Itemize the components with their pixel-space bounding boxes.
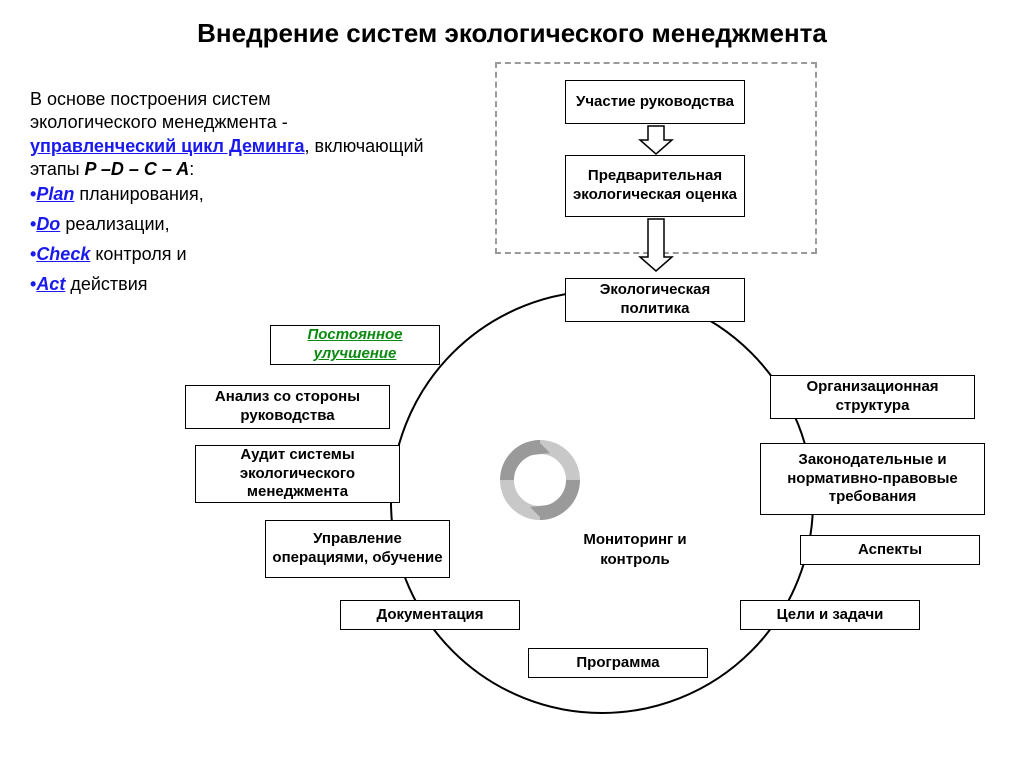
pdca-rest: планирования, <box>74 184 203 204</box>
box-leadership: Участие руководства <box>565 80 745 124</box>
pdca-key: Check <box>36 244 90 264</box>
box-analysis: Анализ со стороны руководства <box>185 385 390 429</box>
deming-link: управленческий цикл Деминга <box>30 136 305 156</box>
box-improve: Постоянное улучшение <box>270 325 440 365</box>
center-label: Мониторинг и контроль <box>560 530 710 569</box>
intro-l2: экологического менеджмента - <box>30 112 288 132</box>
box-improve-label: Постоянное улучшение <box>277 326 433 364</box>
intro-l1: В основе построения систем <box>30 89 271 109</box>
box-aspects: Аспекты <box>800 535 980 565</box>
pdca-key: Act <box>36 274 65 294</box>
pdca-rest: контроля и <box>90 244 186 264</box>
box-policy: Экологическая политика <box>565 278 745 322</box>
pdca-key: Plan <box>36 184 74 204</box>
pdca-rest: действия <box>65 274 147 294</box>
box-goals: Цели и задачи <box>740 600 920 630</box>
intro-text: В основе построения систем экологическог… <box>30 88 450 182</box>
pdca-rest: реализации, <box>60 214 169 234</box>
intro-pdca-abbr: P –D – C – A <box>85 159 190 179</box>
pdca-plan: •Plan планирования, <box>30 184 450 205</box>
box-program: Программа <box>528 648 708 678</box>
box-documentation: Документация <box>340 600 520 630</box>
box-orgstruct: Организационная структура <box>770 375 975 419</box>
cycle-arrows-icon <box>495 435 585 525</box>
pdca-key: Do <box>36 214 60 234</box>
box-legal: Законодательные и нормативно-правовые тр… <box>760 443 985 515</box>
pdca-act: •Act действия <box>30 274 450 295</box>
pdca-check: •Check контроля и <box>30 244 450 265</box>
intro-etapy-post: : <box>189 159 194 179</box>
pdca-do: •Do реализации, <box>30 214 450 235</box>
page-title: Внедрение систем экологического менеджме… <box>0 18 1024 49</box>
box-assessment: Предварительная экологическая оценка <box>565 155 745 217</box>
box-audit: Аудит системы экологического менеджмента <box>195 445 400 503</box>
box-operations: Управление операциями, обучение <box>265 520 450 578</box>
